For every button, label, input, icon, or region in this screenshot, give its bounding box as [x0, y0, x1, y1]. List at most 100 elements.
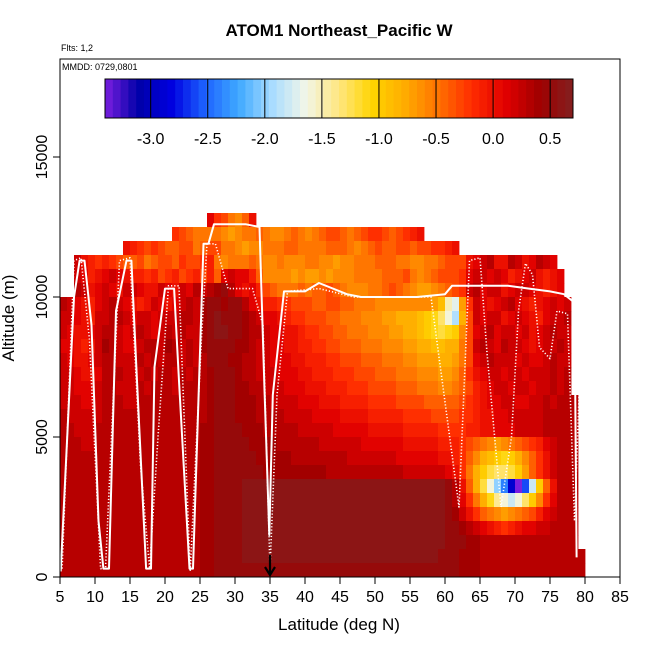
heatmap-cell [459, 297, 467, 312]
heatmap-cell [557, 325, 565, 340]
heatmap-cell [480, 563, 488, 578]
heatmap-cell [319, 297, 327, 312]
heatmap-cell [522, 269, 530, 284]
heatmap-cell [438, 507, 446, 522]
heatmap-cell [109, 493, 117, 508]
heatmap-cell [410, 353, 418, 368]
heatmap-cell [123, 535, 131, 550]
heatmap-cell [536, 563, 544, 578]
heatmap-cell [228, 465, 236, 480]
heatmap-cell [74, 451, 82, 466]
heatmap-cell [375, 479, 383, 494]
heatmap-cell [557, 339, 565, 354]
heatmap-cell [361, 521, 369, 536]
heatmap-cell [494, 423, 502, 438]
heatmap-cell [487, 549, 495, 564]
heatmap-cell [417, 479, 425, 494]
heatmap-cell [298, 339, 306, 354]
colorbar-segment [167, 79, 176, 118]
heatmap-cell [305, 353, 313, 368]
heatmap-cell [452, 311, 460, 326]
heatmap-cell [130, 521, 138, 536]
heatmap-cell [186, 241, 194, 256]
colorbar-segment [495, 79, 504, 118]
heatmap-cell [410, 339, 418, 354]
heatmap-cell [116, 479, 124, 494]
colorbar-segment [565, 79, 574, 118]
heatmap-cell [186, 465, 194, 480]
heatmap-cell [389, 255, 397, 270]
heatmap-cell [522, 297, 530, 312]
heatmap-cell [291, 521, 299, 536]
heatmap-cell [459, 283, 467, 298]
heatmap-cell [291, 535, 299, 550]
heatmap-cell [571, 549, 579, 564]
heatmap-cell [312, 367, 320, 382]
heatmap-cell [473, 325, 481, 340]
heatmap-cell [277, 241, 285, 256]
heatmap-cell [326, 395, 334, 410]
heatmap-cell [109, 507, 117, 522]
heatmap-cell [578, 563, 586, 578]
heatmap-cell [438, 423, 446, 438]
heatmap-cell [382, 269, 390, 284]
colorbar-tick-label: -1.0 [365, 131, 393, 148]
x-tick-label: 75 [541, 589, 559, 606]
heatmap-cell [95, 311, 103, 326]
colorbar-tick-label: -2.5 [194, 131, 222, 148]
heatmap-cell [529, 563, 537, 578]
heatmap-cell [452, 465, 460, 480]
heatmap-cell [389, 269, 397, 284]
heatmap-cell [529, 423, 537, 438]
heatmap-cell [543, 269, 551, 284]
y-tick-label: 5000 [34, 419, 51, 455]
heatmap-cell [249, 213, 257, 228]
heatmap-cell [193, 311, 201, 326]
heatmap-cell [102, 563, 110, 578]
heatmap-cell [389, 283, 397, 298]
heatmap-cell [466, 493, 474, 508]
heatmap-cell [158, 423, 166, 438]
heatmap-cell [452, 423, 460, 438]
heatmap-cell [389, 479, 397, 494]
heatmap-cell [95, 325, 103, 340]
heatmap-cell [340, 381, 348, 396]
heatmap-cell [452, 437, 460, 452]
heatmap-cell [67, 451, 75, 466]
heatmap-cell [354, 465, 362, 480]
heatmap-cell [417, 339, 425, 354]
heatmap-cell [389, 353, 397, 368]
heatmap-cell [228, 437, 236, 452]
heatmap-cell [200, 227, 208, 242]
heatmap-cell [529, 283, 537, 298]
heatmap-cell [403, 367, 411, 382]
heatmap-cell [368, 493, 376, 508]
heatmap-cell [403, 381, 411, 396]
heatmap-cell [494, 521, 502, 536]
heatmap-cell [256, 339, 264, 354]
heatmap-cell [81, 353, 89, 368]
heatmap-cell [382, 395, 390, 410]
heatmap-cell [214, 297, 222, 312]
heatmap-cell [207, 465, 215, 480]
heatmap-cell [158, 269, 166, 284]
heatmap-cell [529, 549, 537, 564]
heatmap-cell [235, 451, 243, 466]
heatmap-cell [235, 423, 243, 438]
heatmap-cell [158, 255, 166, 270]
x-tick-label: 30 [226, 589, 244, 606]
heatmap-cell [95, 563, 103, 578]
heatmap-cell [466, 423, 474, 438]
heatmap-cell [466, 465, 474, 480]
heatmap-cell [389, 409, 397, 424]
heatmap-cell [137, 367, 145, 382]
heatmap-cell [473, 269, 481, 284]
heatmap-cell [326, 535, 334, 550]
heatmap-cell [347, 563, 355, 578]
heatmap-cell [95, 381, 103, 396]
heatmap-cell [284, 493, 292, 508]
heatmap-cell [298, 227, 306, 242]
heatmap-cell [347, 507, 355, 522]
heatmap-cell [95, 269, 103, 284]
heatmap-cell [396, 297, 404, 312]
